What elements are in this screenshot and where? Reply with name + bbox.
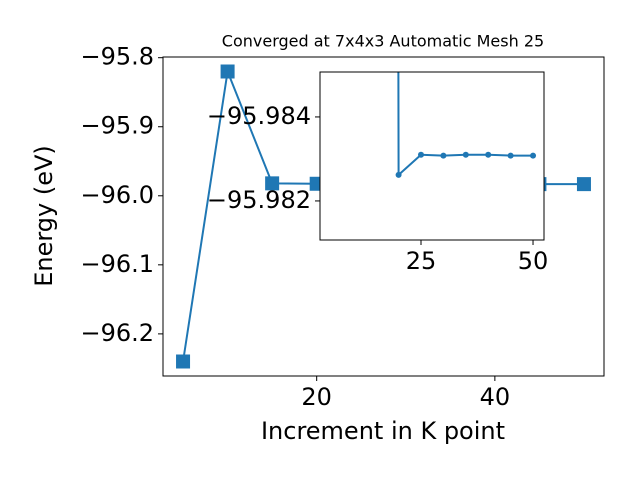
data-point (176, 354, 191, 369)
x-tick-label: 50 (518, 247, 549, 275)
data-point (507, 152, 514, 159)
y-tick-label: −96.2 (80, 319, 154, 347)
axes-frame (162, 56, 605, 377)
y-axis-label: Energy (eV) (30, 145, 58, 287)
y-tick-label: −96.1 (80, 250, 154, 278)
data-point (530, 152, 537, 159)
y-tick-label: −95.8 (80, 43, 154, 71)
x-tick-label: 20 (301, 383, 332, 411)
data-point (440, 152, 447, 159)
data-point (576, 177, 591, 192)
y-tick-label: −95.984 (207, 102, 311, 130)
data-point (395, 171, 402, 178)
x-tick-label: 40 (480, 383, 511, 411)
x-tick-label: 25 (406, 247, 437, 275)
data-point (417, 151, 424, 158)
axes-frame (319, 71, 545, 241)
plot-area (395, 72, 537, 178)
y-tick-label: −95.9 (80, 112, 154, 140)
data-point (220, 64, 235, 79)
y-tick-label: −95.982 (207, 186, 311, 214)
y-tick-label: −96.0 (80, 181, 154, 209)
x-axis-label: Increment in K point (261, 417, 505, 445)
data-point (485, 151, 492, 158)
data-point (462, 151, 469, 158)
chart-title: Converged at 7x4x3 Automatic Mesh 25 (222, 32, 544, 51)
data-point (265, 176, 280, 191)
data-line (397, 72, 534, 178)
